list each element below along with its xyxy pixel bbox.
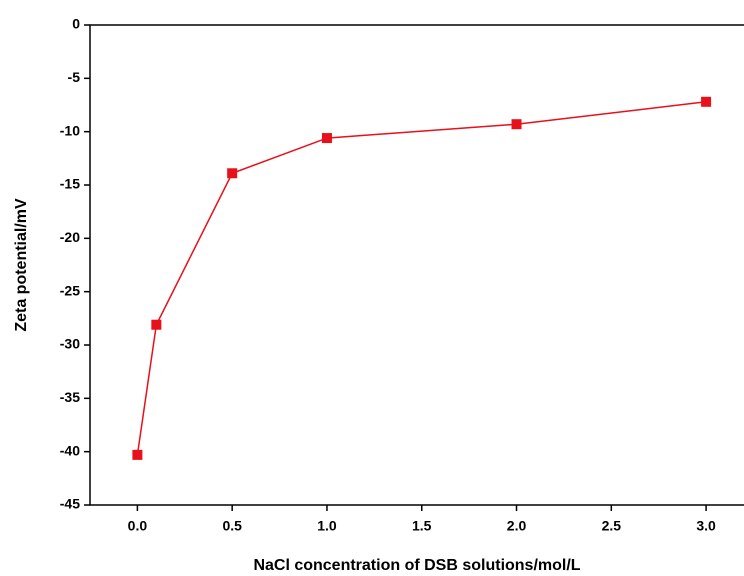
- series-line: [136, 101, 707, 455]
- x-tick-label: 1.5: [412, 518, 432, 534]
- y-tick-label: -20: [60, 229, 80, 245]
- y-axis-title: Zeta potential/mV: [13, 198, 30, 332]
- y-tick-label: -5: [68, 69, 81, 85]
- x-tick-label: 1.0: [317, 518, 337, 534]
- y-tick-label: -15: [60, 176, 80, 192]
- x-tick-label: 0.5: [222, 518, 242, 534]
- x-axis-title: NaCl concentration of DSB solutions/mol/…: [253, 557, 580, 574]
- marker: [321, 133, 332, 144]
- y-tick-label: -10: [60, 122, 80, 138]
- marker: [511, 119, 522, 130]
- y-tick-label: -35: [60, 389, 80, 405]
- y-tick-label: 0: [72, 16, 80, 32]
- x-tick-label: 2.0: [507, 518, 527, 534]
- marker: [227, 168, 238, 179]
- y-tick-label: -25: [60, 282, 80, 298]
- axis-frame: [89, 24, 744, 506]
- y-tick-label: -40: [60, 442, 80, 458]
- x-tick-label: 2.5: [602, 518, 622, 534]
- x-tick-label: 0.0: [128, 518, 148, 534]
- y-tick-label: -45: [60, 496, 80, 512]
- y-tick-label: -30: [60, 336, 80, 352]
- marker: [151, 319, 162, 330]
- marker: [701, 96, 712, 107]
- marker: [132, 449, 143, 460]
- x-tick-label: 3.0: [696, 518, 716, 534]
